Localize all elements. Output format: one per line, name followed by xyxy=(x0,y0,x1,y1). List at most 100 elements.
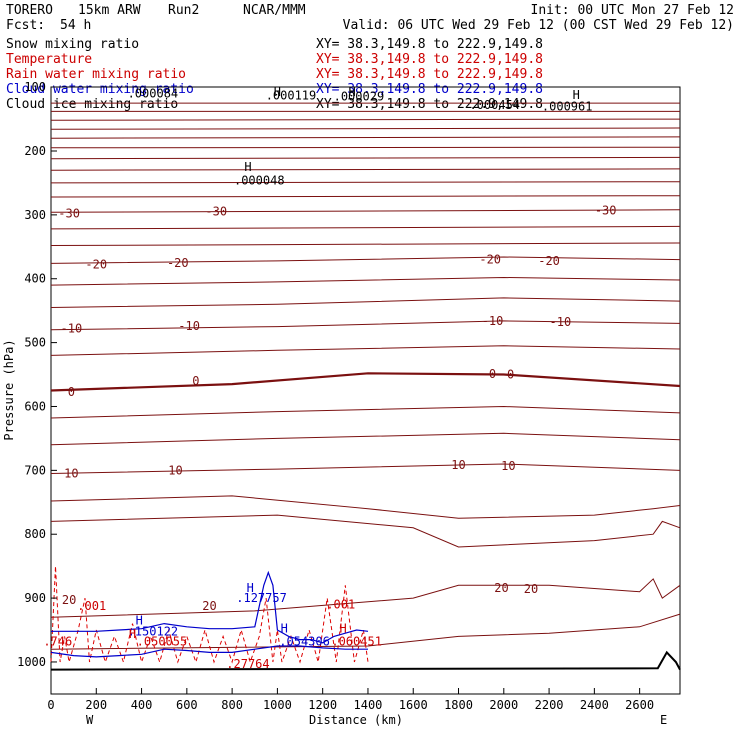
init-time: Init: 00 UTC Mon 27 Feb 12 xyxy=(531,3,735,18)
isotherm-line xyxy=(50,146,681,149)
x-tick-label: 800 xyxy=(221,698,243,712)
isotherm-line xyxy=(50,136,681,139)
legend-name: Cloud ice mixing ratio xyxy=(6,97,178,112)
isotherm-line xyxy=(50,256,681,264)
isotherm-label: 20 xyxy=(202,599,216,613)
y-tick-label: 700 xyxy=(24,463,46,477)
terrain-line xyxy=(50,650,681,671)
isotherm-line xyxy=(50,320,681,331)
y-axis: 200 300 400 500 600 700 800 900 1000 100 xyxy=(17,80,57,669)
isotherm-line xyxy=(50,297,681,308)
y-tick-label: 400 xyxy=(24,272,46,286)
contour-annotation: .000454 xyxy=(469,98,520,112)
cloud-water-contour xyxy=(51,570,369,644)
legend-name: Cloud water mixing ratio xyxy=(6,82,194,97)
contour-annotation: .001 xyxy=(77,599,106,613)
isotherm-line xyxy=(50,209,681,213)
org-label: NCAR/MMM xyxy=(243,3,306,18)
isotherm-label: -10 xyxy=(550,315,572,329)
isotherm-label: -20 xyxy=(538,254,560,268)
contour-annotation: .000048 xyxy=(234,173,285,187)
west-label: W xyxy=(86,713,94,727)
run-label: Run2 xyxy=(168,3,199,18)
y-tick-label: 200 xyxy=(24,144,46,158)
isotherm-line xyxy=(50,495,681,519)
legend-xy: XY= 38.3,149.8 to 222.9,149.8 xyxy=(316,37,543,52)
cloud-water-contours xyxy=(50,570,369,658)
contour-annotation: H xyxy=(573,88,580,102)
contour-annotation: .054306 xyxy=(279,635,330,649)
y-tick-label: 900 xyxy=(24,591,46,605)
isotherm-line xyxy=(50,242,681,246)
legend-name: Snow mixing ratio xyxy=(6,37,139,52)
isotherm-label: 0 xyxy=(489,367,496,381)
x-tick-label: 1800 xyxy=(444,698,473,712)
isotherm-line xyxy=(50,225,681,230)
cloud-water-contour xyxy=(50,645,368,658)
isotherm-label: -10 xyxy=(61,322,83,336)
isotherm-line xyxy=(50,345,681,356)
contour-annotation: H xyxy=(281,622,288,636)
isotherm-line xyxy=(50,463,681,474)
contour-annotation: H xyxy=(244,160,251,174)
isotherm-label: 10 xyxy=(451,458,465,472)
y-axis-label: Pressure (hPa) xyxy=(2,339,16,440)
x-tick-label: 1600 xyxy=(399,698,428,712)
legend: Snow mixing ratio XY= 38.3,149.8 to 222.… xyxy=(6,37,543,112)
contour-annotations: H.000119.000084 H.000029.000454.000961HH.… xyxy=(43,85,592,671)
isotherm-label: 20 xyxy=(62,593,76,607)
x-tick-label: 2200 xyxy=(535,698,564,712)
isotherm-line xyxy=(50,372,681,392)
valid-time: Valid: 06 UTC Wed 29 Feb 12 (00 CST Wed … xyxy=(343,18,734,33)
x-axis-label: Distance (km) xyxy=(309,713,403,727)
isotherm-label: -10 xyxy=(482,314,504,328)
x-tick-label: 600 xyxy=(176,698,198,712)
isotherm-label: -30 xyxy=(595,203,617,217)
x-tick-label: 1000 xyxy=(263,698,292,712)
legend-xy: XY= 38.3,149.8 to 222.9,149.8 xyxy=(316,82,543,97)
contour-annotation: .050055 xyxy=(137,635,188,649)
y-tick-label: 100 xyxy=(24,80,46,94)
x-tick-label: 1200 xyxy=(308,698,337,712)
contour-annotation: .127757 xyxy=(236,591,287,605)
fcst-value: 54 h xyxy=(60,18,91,33)
isotherm-line xyxy=(50,127,681,130)
legend-name: Rain water mixing ratio xyxy=(6,67,186,82)
x-tick-label: 2600 xyxy=(625,698,654,712)
y-tick-label: 800 xyxy=(24,527,46,541)
contour-annotation: H xyxy=(129,627,136,641)
x-tick-label: 0 xyxy=(47,698,54,712)
x-axis: 0 200 400 600 800 1000 1200 1400 1600 1800 2000 220… xyxy=(47,688,654,712)
fcst-label: Fcst: xyxy=(6,18,45,33)
rain-water-contour xyxy=(50,566,369,664)
contour-annotation: .000119 xyxy=(266,88,317,102)
isotherm-line xyxy=(50,181,681,184)
isotherm-line xyxy=(50,195,681,198)
contour-annotation: H xyxy=(339,622,346,636)
contour-annotation: H xyxy=(247,581,254,595)
y-tick-label: 500 xyxy=(24,336,46,350)
legend-xy: XY= 38.3,149.8 to 222.9,149.8 xyxy=(316,67,543,82)
isotherm-line xyxy=(50,432,681,446)
isotherm-label: -30 xyxy=(205,205,227,219)
isotherm-line xyxy=(50,514,681,548)
contour-annotation: .000961 xyxy=(542,99,593,113)
rain-water-contours xyxy=(50,566,369,664)
isotherm-label: -20 xyxy=(167,256,189,270)
contour-annotation: .000029 xyxy=(334,90,385,104)
isotherm-label: 10 xyxy=(168,463,182,477)
isotherm-label: 20 xyxy=(494,581,508,595)
y-tick-label: 1000 xyxy=(17,655,46,669)
legend-xy: XY= 38.3,149.8 to 222.9,149.8 xyxy=(316,97,543,112)
model-resolution: 15km ARW xyxy=(78,3,141,18)
isotherm-label: 0 xyxy=(68,385,75,399)
legend-xy: XY= 38.3,149.8 to 222.9,149.8 xyxy=(316,52,543,67)
isotherm-label: -20 xyxy=(479,253,501,267)
isotherm-label: -20 xyxy=(85,258,107,272)
contour-annotation: H xyxy=(348,85,355,99)
isotherm-label: 0 xyxy=(507,368,514,382)
contour-annotation: .060451 xyxy=(331,635,382,649)
temperature-isotherms xyxy=(50,102,681,650)
